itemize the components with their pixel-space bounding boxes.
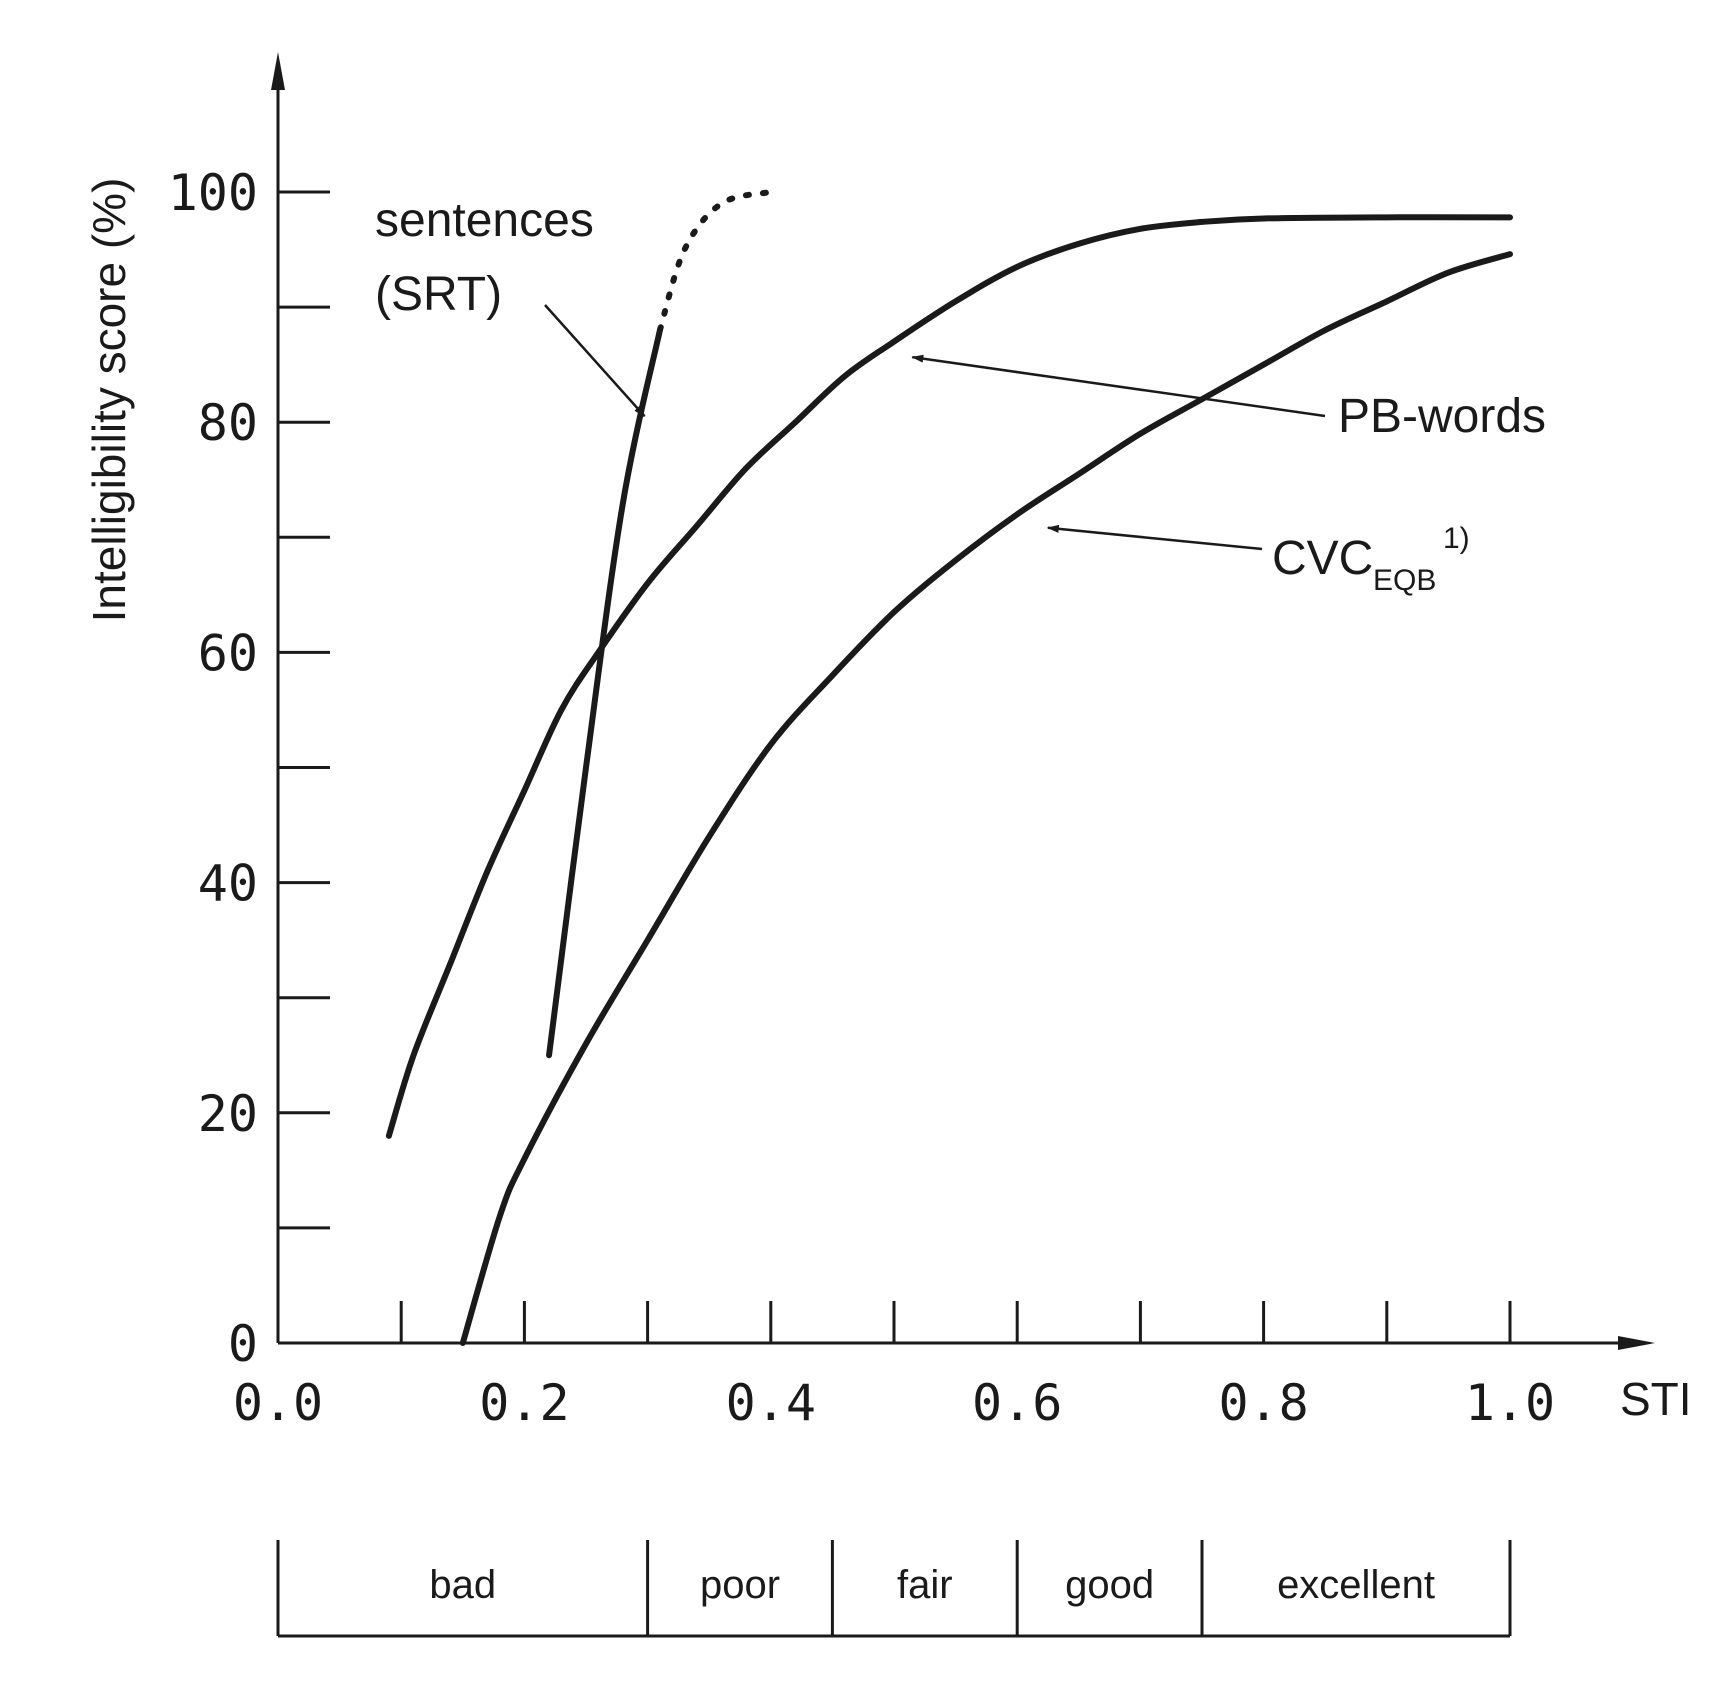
label-cvc-footnote: 1) xyxy=(1443,522,1470,555)
series-line-pb-words xyxy=(385,214,1513,1139)
series-layer xyxy=(385,189,1513,1346)
x-tick-label: 1.0 xyxy=(1465,1374,1555,1432)
x-ticks: 0.0 0.2 0.4 0.6 0.8 1.0 xyxy=(233,1301,1555,1432)
y-tick-label: 40 xyxy=(198,855,258,913)
axes xyxy=(271,52,1655,1350)
series-line-cvc-eqb xyxy=(459,251,1513,1346)
y-tick-label: 20 xyxy=(198,1085,258,1143)
y-tick-label: 100 xyxy=(168,164,258,222)
y-tick-label: 80 xyxy=(198,394,258,452)
rating-band-good: good xyxy=(1065,1563,1154,1607)
rating-band-excellent: excellent xyxy=(1277,1563,1435,1607)
label-pb-words: PB-words xyxy=(1338,390,1546,443)
x-tick-label: 0.8 xyxy=(1218,1374,1308,1432)
label-cvc-subscript: EQB xyxy=(1373,564,1436,597)
series-line-sentences-srt-extrapolated xyxy=(656,189,774,334)
y-ticks: 0 20 40 60 80 100 xyxy=(168,164,330,1373)
label-sentences: sentences xyxy=(375,194,594,247)
rating-band-bad: bad xyxy=(429,1563,496,1607)
x-tick-label: 0.0 xyxy=(233,1374,323,1432)
y-axis-title: Intelligibility score (%) xyxy=(83,178,135,623)
x-tick-label: 0.6 xyxy=(972,1374,1062,1432)
rating-band-poor: poor xyxy=(700,1563,780,1607)
x-tick-label: 0.2 xyxy=(479,1374,569,1432)
y-tick-label: 60 xyxy=(198,624,258,682)
rating-scale: bad poor fair good excellent xyxy=(276,1540,1512,1638)
leader-sentences xyxy=(544,304,646,418)
leader-cvc xyxy=(1046,524,1263,551)
x-axis-title: STI xyxy=(1620,1373,1692,1425)
x-tick-label: 0.4 xyxy=(726,1374,816,1432)
y-tick-label: 0 xyxy=(228,1315,258,1373)
rating-band-fair: fair xyxy=(897,1563,953,1607)
label-srt: (SRT) xyxy=(375,268,502,321)
leader-pb-words xyxy=(911,354,1326,418)
y-axis-arrow-icon xyxy=(271,52,285,90)
x-axis-arrow-icon xyxy=(1618,1336,1655,1350)
label-cvc: CVC xyxy=(1272,532,1373,585)
